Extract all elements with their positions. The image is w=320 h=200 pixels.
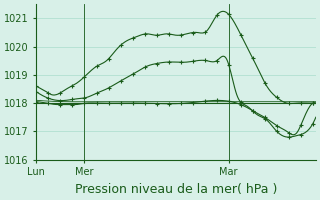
X-axis label: Pression niveau de la mer( hPa ): Pression niveau de la mer( hPa ) [75, 183, 277, 196]
